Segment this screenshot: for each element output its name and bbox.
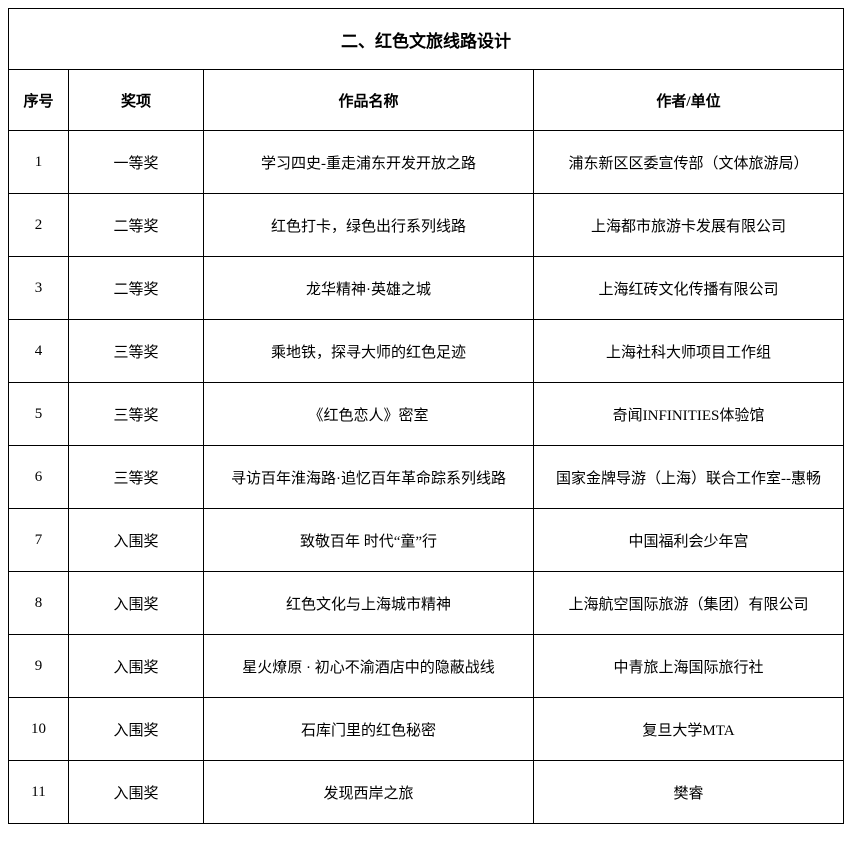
cell-author: 上海都市旅游卡发展有限公司 <box>534 194 844 257</box>
cell-work: 乘地铁，探寻大师的红色足迹 <box>204 320 534 383</box>
cell-work: 发现西岸之旅 <box>204 761 534 824</box>
cell-author: 上海红砖文化传播有限公司 <box>534 257 844 320</box>
table-row: 4三等奖乘地铁，探寻大师的红色足迹上海社科大师项目工作组 <box>9 320 844 383</box>
cell-award: 入围奖 <box>69 509 204 572</box>
table-title-row: 二、红色文旅线路设计 <box>9 9 844 70</box>
table-title: 二、红色文旅线路设计 <box>9 9 844 70</box>
cell-index: 1 <box>9 131 69 194</box>
cell-award: 入围奖 <box>69 761 204 824</box>
cell-work: 红色文化与上海城市精神 <box>204 572 534 635</box>
table-row: 10入围奖石库门里的红色秘密复旦大学MTA <box>9 698 844 761</box>
cell-index: 10 <box>9 698 69 761</box>
cell-index: 6 <box>9 446 69 509</box>
cell-award: 三等奖 <box>69 446 204 509</box>
cell-award: 一等奖 <box>69 131 204 194</box>
cell-author: 中国福利会少年宫 <box>534 509 844 572</box>
cell-award: 三等奖 <box>69 383 204 446</box>
cell-award: 二等奖 <box>69 194 204 257</box>
cell-index: 4 <box>9 320 69 383</box>
cell-work: 星火燎原 · 初心不渝酒店中的隐蔽战线 <box>204 635 534 698</box>
col-header-award: 奖项 <box>69 70 204 131</box>
cell-author: 浦东新区区委宣传部（文体旅游局） <box>534 131 844 194</box>
cell-work: 寻访百年淮海路·追忆百年革命踪系列线路 <box>204 446 534 509</box>
cell-index: 3 <box>9 257 69 320</box>
cell-index: 11 <box>9 761 69 824</box>
cell-author: 樊睿 <box>534 761 844 824</box>
cell-index: 9 <box>9 635 69 698</box>
col-header-author: 作者/单位 <box>534 70 844 131</box>
table-row: 2二等奖红色打卡，绿色出行系列线路上海都市旅游卡发展有限公司 <box>9 194 844 257</box>
table-row: 8入围奖红色文化与上海城市精神上海航空国际旅游（集团）有限公司 <box>9 572 844 635</box>
table-row: 6三等奖寻访百年淮海路·追忆百年革命踪系列线路国家金牌导游（上海）联合工作室--… <box>9 446 844 509</box>
table-row: 7入围奖致敬百年 时代“童”行中国福利会少年宫 <box>9 509 844 572</box>
cell-index: 7 <box>9 509 69 572</box>
cell-author: 奇闻INFINITIES体验馆 <box>534 383 844 446</box>
cell-author: 国家金牌导游（上海）联合工作室--惠畅 <box>534 446 844 509</box>
table-header-row: 序号 奖项 作品名称 作者/单位 <box>9 70 844 131</box>
cell-award: 入围奖 <box>69 635 204 698</box>
cell-award: 入围奖 <box>69 698 204 761</box>
col-header-index: 序号 <box>9 70 69 131</box>
cell-work: 学习四史-重走浦东开发开放之路 <box>204 131 534 194</box>
cell-index: 2 <box>9 194 69 257</box>
award-table: 二、红色文旅线路设计 序号 奖项 作品名称 作者/单位 1一等奖学习四史-重走浦… <box>8 8 844 824</box>
cell-work: 《红色恋人》密室 <box>204 383 534 446</box>
cell-index: 5 <box>9 383 69 446</box>
cell-author: 复旦大学MTA <box>534 698 844 761</box>
table-row: 11入围奖发现西岸之旅樊睿 <box>9 761 844 824</box>
cell-award: 三等奖 <box>69 320 204 383</box>
cell-index: 8 <box>9 572 69 635</box>
table-row: 5三等奖《红色恋人》密室奇闻INFINITIES体验馆 <box>9 383 844 446</box>
cell-work: 石库门里的红色秘密 <box>204 698 534 761</box>
col-header-work: 作品名称 <box>204 70 534 131</box>
cell-work: 龙华精神·英雄之城 <box>204 257 534 320</box>
table-row: 9入围奖星火燎原 · 初心不渝酒店中的隐蔽战线中青旅上海国际旅行社 <box>9 635 844 698</box>
cell-award: 二等奖 <box>69 257 204 320</box>
table-row: 1一等奖学习四史-重走浦东开发开放之路浦东新区区委宣传部（文体旅游局） <box>9 131 844 194</box>
cell-work: 红色打卡，绿色出行系列线路 <box>204 194 534 257</box>
table-row: 3二等奖龙华精神·英雄之城上海红砖文化传播有限公司 <box>9 257 844 320</box>
cell-award: 入围奖 <box>69 572 204 635</box>
cell-author: 上海航空国际旅游（集团）有限公司 <box>534 572 844 635</box>
cell-work: 致敬百年 时代“童”行 <box>204 509 534 572</box>
cell-author: 上海社科大师项目工作组 <box>534 320 844 383</box>
cell-author: 中青旅上海国际旅行社 <box>534 635 844 698</box>
